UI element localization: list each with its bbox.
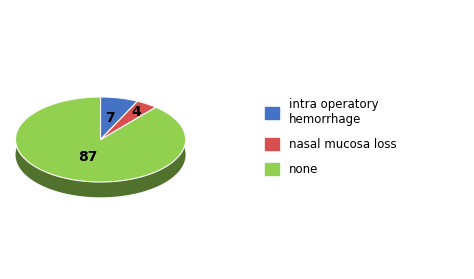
Text: 4: 4 [132,105,142,119]
Polygon shape [137,101,155,122]
Legend: intra operatory
hemorrhage, nasal mucosa loss, none: intra operatory hemorrhage, nasal mucosa… [265,98,396,176]
Polygon shape [100,97,137,140]
Polygon shape [16,97,186,182]
Text: 7: 7 [106,111,115,125]
Polygon shape [16,97,186,197]
Polygon shape [100,101,155,140]
Polygon shape [100,97,137,117]
Text: 87: 87 [78,150,97,164]
